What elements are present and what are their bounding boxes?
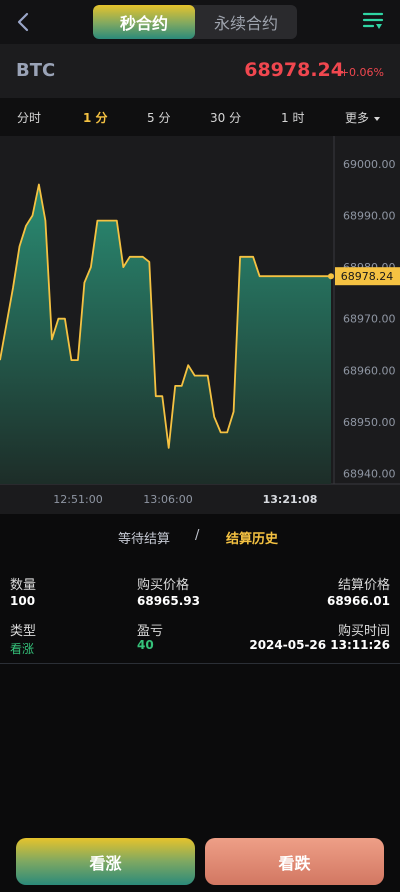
tab-second-contract[interactable]: 秒合约 [93,5,195,39]
interval-tabs: 分时 1 分 5 分 30 分 1 时 更多 [0,98,400,136]
symbol-label: BTC [16,60,56,81]
interval-30m[interactable]: 30 分 [210,111,242,125]
buy-time-value: 2024-05-26 13:11:26 [249,638,390,652]
y-tick-label: 69000.00 [343,158,396,171]
y-tick-label: 68940.00 [343,468,396,481]
settlement-record: 数量 100 购买价格 68965.93 结算价格 68966.01 类型 看涨… [0,570,400,664]
current-price-dot [328,273,334,280]
tab-pending-settlement[interactable]: 等待结算 [118,532,171,547]
x-tick-label: 13:21:08 [263,493,318,506]
interval-1h[interactable]: 1 时 [281,111,305,125]
buy-time-label: 购买时间 [337,624,390,639]
current-price-tag-label: 68978.24 [341,270,394,283]
settle-price-value: 68966.01 [326,594,390,608]
top-bar: 秒合约 永续合约 [0,0,400,44]
interval-more-label: 更多 [345,111,370,125]
current-price-tag [335,267,400,286]
record-tabs: 等待结算 / 结算历史 [0,524,400,550]
price-area-fill [0,184,331,484]
pnl-value: 40 [137,638,154,652]
y-tick-label: 68970.00 [343,313,396,326]
interval-timeline[interactable]: 分时 [17,111,42,125]
filter-menu-icon[interactable] [362,10,384,32]
price-chart[interactable]: 69000.0068990.0068980.0068970.0068960.00… [0,136,400,514]
settle-price-label: 结算价格 [337,578,390,593]
back-icon[interactable] [14,11,34,33]
type-value: 看涨 [10,642,35,656]
buy-up-button[interactable]: 看涨 [16,838,195,885]
x-tick-label: 13:06:00 [143,493,192,506]
quantity-label: 数量 [10,578,37,593]
interval-more[interactable]: 更多 [345,109,381,126]
y-tick-label: 68960.00 [343,364,396,377]
quantity-value: 100 [10,594,36,608]
tab-perpetual-contract[interactable]: 永续合约 [213,14,278,33]
ticker-bar: BTC 68978.24 +0.06% [0,44,400,98]
buy-price-label: 购买价格 [137,578,190,593]
y-tick-label: 68990.00 [343,209,396,222]
buy-down-button[interactable]: 看跌 [205,838,384,885]
interval-1m[interactable]: 1 分 [83,111,108,125]
tab-separator: / [195,528,200,543]
caret-down-icon [374,116,381,121]
tab-settlement-history[interactable]: 结算历史 [226,532,279,547]
x-tick-label: 12:51:00 [53,493,102,506]
price-line [0,183,331,449]
contract-type-switch: 秒合约 永续合约 [93,5,297,39]
pnl-label: 盈亏 [137,624,164,639]
chart-canvas: 69000.0068990.0068980.0068970.0068960.00… [0,136,400,506]
current-price: 68978.24 [244,59,344,81]
type-label: 类型 [10,624,37,639]
buy-price-value: 68965.93 [137,594,201,608]
price-change: +0.06% [339,66,384,79]
interval-5m[interactable]: 5 分 [147,111,171,125]
y-tick-label: 68950.00 [343,416,396,429]
